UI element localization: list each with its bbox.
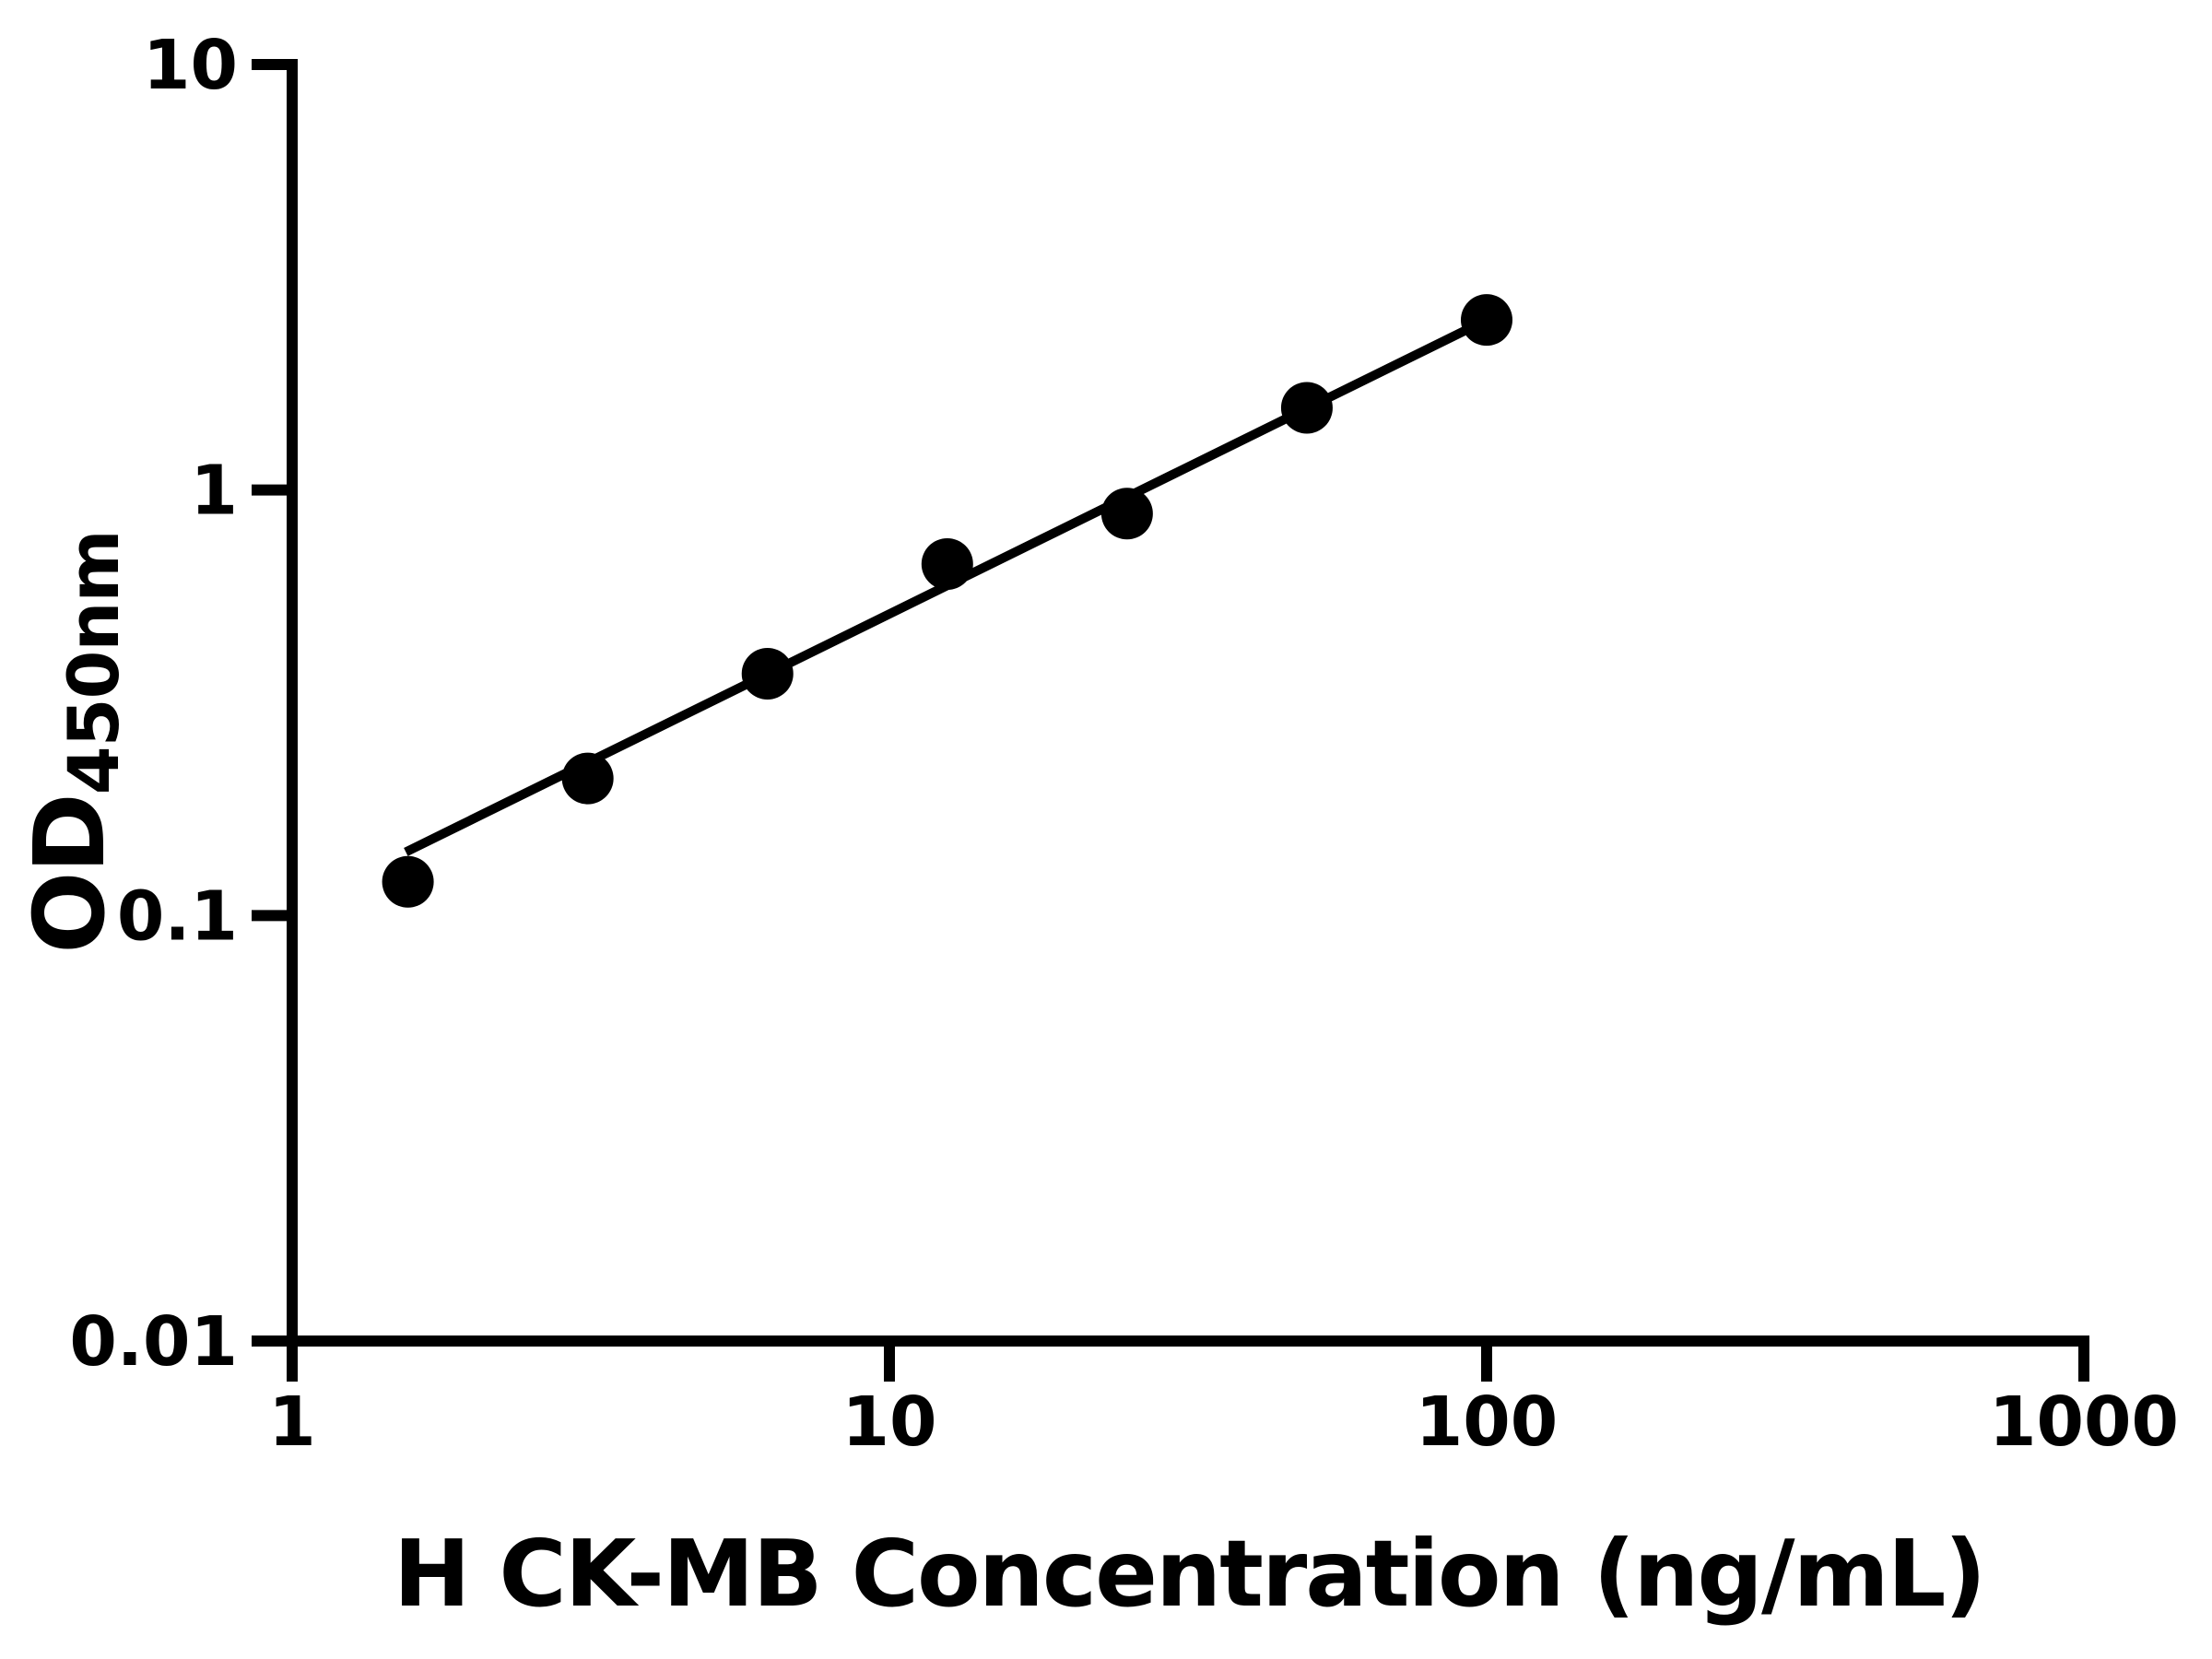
data-point [1100, 488, 1153, 540]
x-axis-ticks: 1 10 100 1000 [268, 1341, 2179, 1462]
data-point [561, 752, 614, 805]
x-tick-label: 1000 [1989, 1382, 2179, 1462]
x-tick-label: 100 [1416, 1382, 1558, 1462]
x-tick-label: 1 [268, 1382, 316, 1462]
y-axis-title-main: OD [14, 794, 126, 953]
y-axis-title: OD450nm [14, 530, 135, 953]
y-tick-label: 10 [143, 26, 238, 105]
x-axis-title: H CK-MB Concentration (ng/mL) [394, 1520, 1984, 1628]
axes [287, 58, 2089, 1347]
data-point [1461, 294, 1512, 347]
data-point [382, 855, 434, 908]
y-tick-label: 1 [191, 452, 239, 531]
data-point [741, 648, 794, 700]
y-tick-label: 0.01 [69, 1302, 238, 1382]
y-axis-title-subscript: 450nm [53, 530, 135, 794]
data-points [382, 294, 1512, 908]
y-tick-label: 0.1 [117, 877, 238, 956]
y-axis-ticks: 0.01 0.1 1 10 [69, 26, 292, 1382]
data-point [921, 537, 973, 590]
x-tick-label: 10 [842, 1382, 937, 1462]
data-point [1280, 382, 1333, 434]
